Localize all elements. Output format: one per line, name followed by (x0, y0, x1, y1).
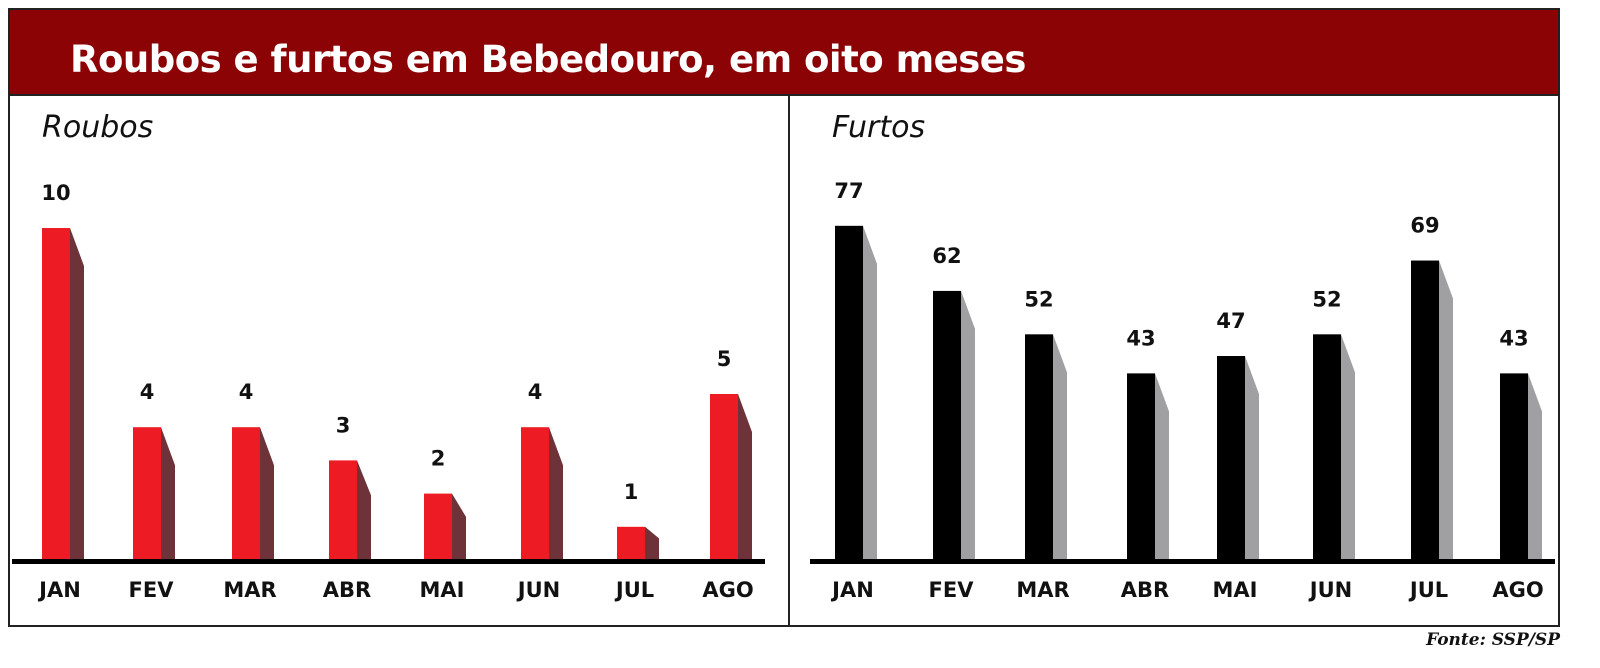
bar (933, 290, 961, 560)
bar-side (1155, 373, 1169, 560)
category-label: MAI (1213, 578, 1258, 602)
bar-side (452, 493, 466, 560)
data-label: 47 (1216, 309, 1245, 333)
bar (1500, 373, 1528, 560)
category-label: JUN (1308, 578, 1352, 602)
category-label: AGO (1492, 578, 1543, 602)
category-label: FEV (929, 578, 975, 602)
x-axis-line (12, 559, 765, 564)
bar-side (863, 225, 877, 560)
bar (1411, 260, 1439, 560)
bar (617, 526, 645, 560)
bar-side (1053, 334, 1067, 560)
data-label: 4 (140, 380, 155, 404)
chart-title: Roubos e furtos em Bebedouro, em oito me… (70, 38, 1026, 81)
bar-side (1528, 373, 1542, 560)
furtos-panel-title: Furtos (832, 110, 926, 145)
bar-side (549, 427, 563, 560)
bar-side (1245, 356, 1259, 560)
title-bar: Roubos e furtos em Bebedouro, em oito me… (8, 8, 1560, 96)
panel-divider (788, 95, 790, 627)
category-label: FEV (129, 578, 175, 602)
category-label: JUL (1408, 578, 1448, 602)
bar (710, 394, 738, 560)
source-note: Fonte: SSP/SP (1426, 630, 1560, 650)
data-label: 10 (41, 181, 70, 205)
bar-side (1341, 334, 1355, 560)
bar-side (70, 228, 84, 560)
category-label: MAR (223, 578, 276, 602)
bar-side (260, 427, 274, 560)
category-label: MAR (1016, 578, 1069, 602)
bar-side (161, 427, 175, 560)
bar (42, 228, 70, 560)
bar (1127, 373, 1155, 560)
data-label: 69 (1410, 214, 1439, 238)
data-label: 52 (1024, 287, 1053, 311)
data-label: 4 (239, 380, 254, 404)
bar (232, 427, 260, 560)
data-label: 77 (834, 179, 863, 203)
data-label: 62 (932, 244, 961, 268)
data-label: 43 (1126, 326, 1155, 350)
data-label: 43 (1499, 326, 1528, 350)
category-label: JUN (516, 578, 560, 602)
category-label: JAN (830, 578, 874, 602)
category-label: AGO (702, 578, 753, 602)
data-label: 1 (624, 480, 639, 504)
bar (835, 225, 863, 560)
data-label: 52 (1312, 287, 1341, 311)
bar (1025, 334, 1053, 560)
category-label: ABR (323, 578, 371, 602)
category-label: JUL (614, 578, 654, 602)
bar-side (1439, 260, 1453, 560)
x-axis-line (810, 559, 1555, 564)
bar (133, 427, 161, 560)
category-label: MAI (420, 578, 465, 602)
bar (1217, 356, 1245, 560)
bar (521, 427, 549, 560)
category-label: JAN (37, 578, 81, 602)
bar (329, 460, 357, 560)
data-label: 5 (717, 347, 732, 371)
roubos-panel-title: Roubos (42, 110, 154, 145)
bar-side (357, 460, 371, 560)
bar (1313, 334, 1341, 560)
bar-side (961, 290, 975, 560)
data-label: 3 (336, 413, 351, 437)
data-label: 2 (431, 447, 446, 471)
data-label: 4 (528, 380, 543, 404)
category-label: ABR (1121, 578, 1169, 602)
bar (424, 493, 452, 560)
bar-side (645, 526, 659, 560)
bar-side (738, 394, 752, 560)
